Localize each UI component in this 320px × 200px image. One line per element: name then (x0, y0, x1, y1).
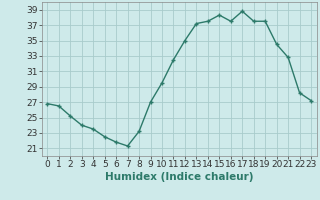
X-axis label: Humidex (Indice chaleur): Humidex (Indice chaleur) (105, 172, 253, 182)
